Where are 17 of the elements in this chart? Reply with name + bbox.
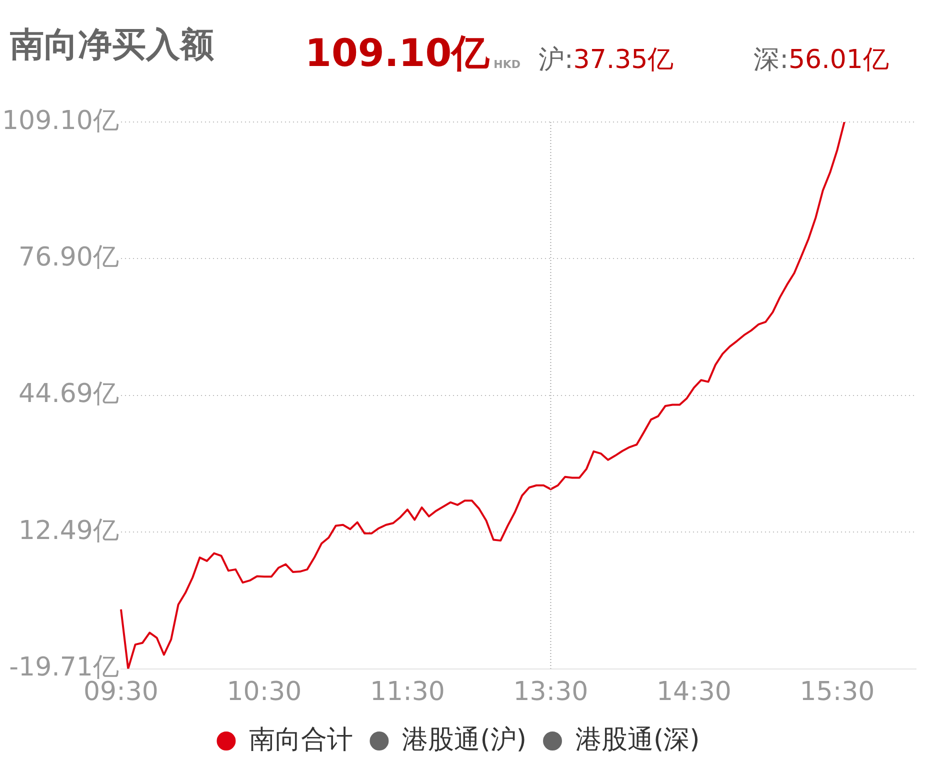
text: 109.10亿 [305,30,490,77]
legend-label: 港股通(深) [576,724,700,755]
text: 沪:37.35亿 [538,44,674,77]
y-tick-label: 12.49亿 [18,516,119,546]
legend-label: 港股通(沪) [402,724,527,755]
chart-title: 南向净买入额 [10,24,214,67]
y-tick-label: 76.90亿 [18,242,119,272]
y-tick-label: 109.10亿 [2,106,119,136]
x-tick-label: 15:30 [800,677,875,708]
x-tick-label: 10:30 [226,677,302,708]
text: 深:56.01亿 [754,44,889,77]
legend-label: 南向合计 [249,724,354,755]
y-tick-label: 44.69亿 [18,379,119,410]
x-tick-label: 11:30 [370,677,445,708]
x-tick-label: 14:30 [656,677,732,708]
x-tick-label: 13:30 [513,677,588,708]
text: HKD [494,58,521,71]
